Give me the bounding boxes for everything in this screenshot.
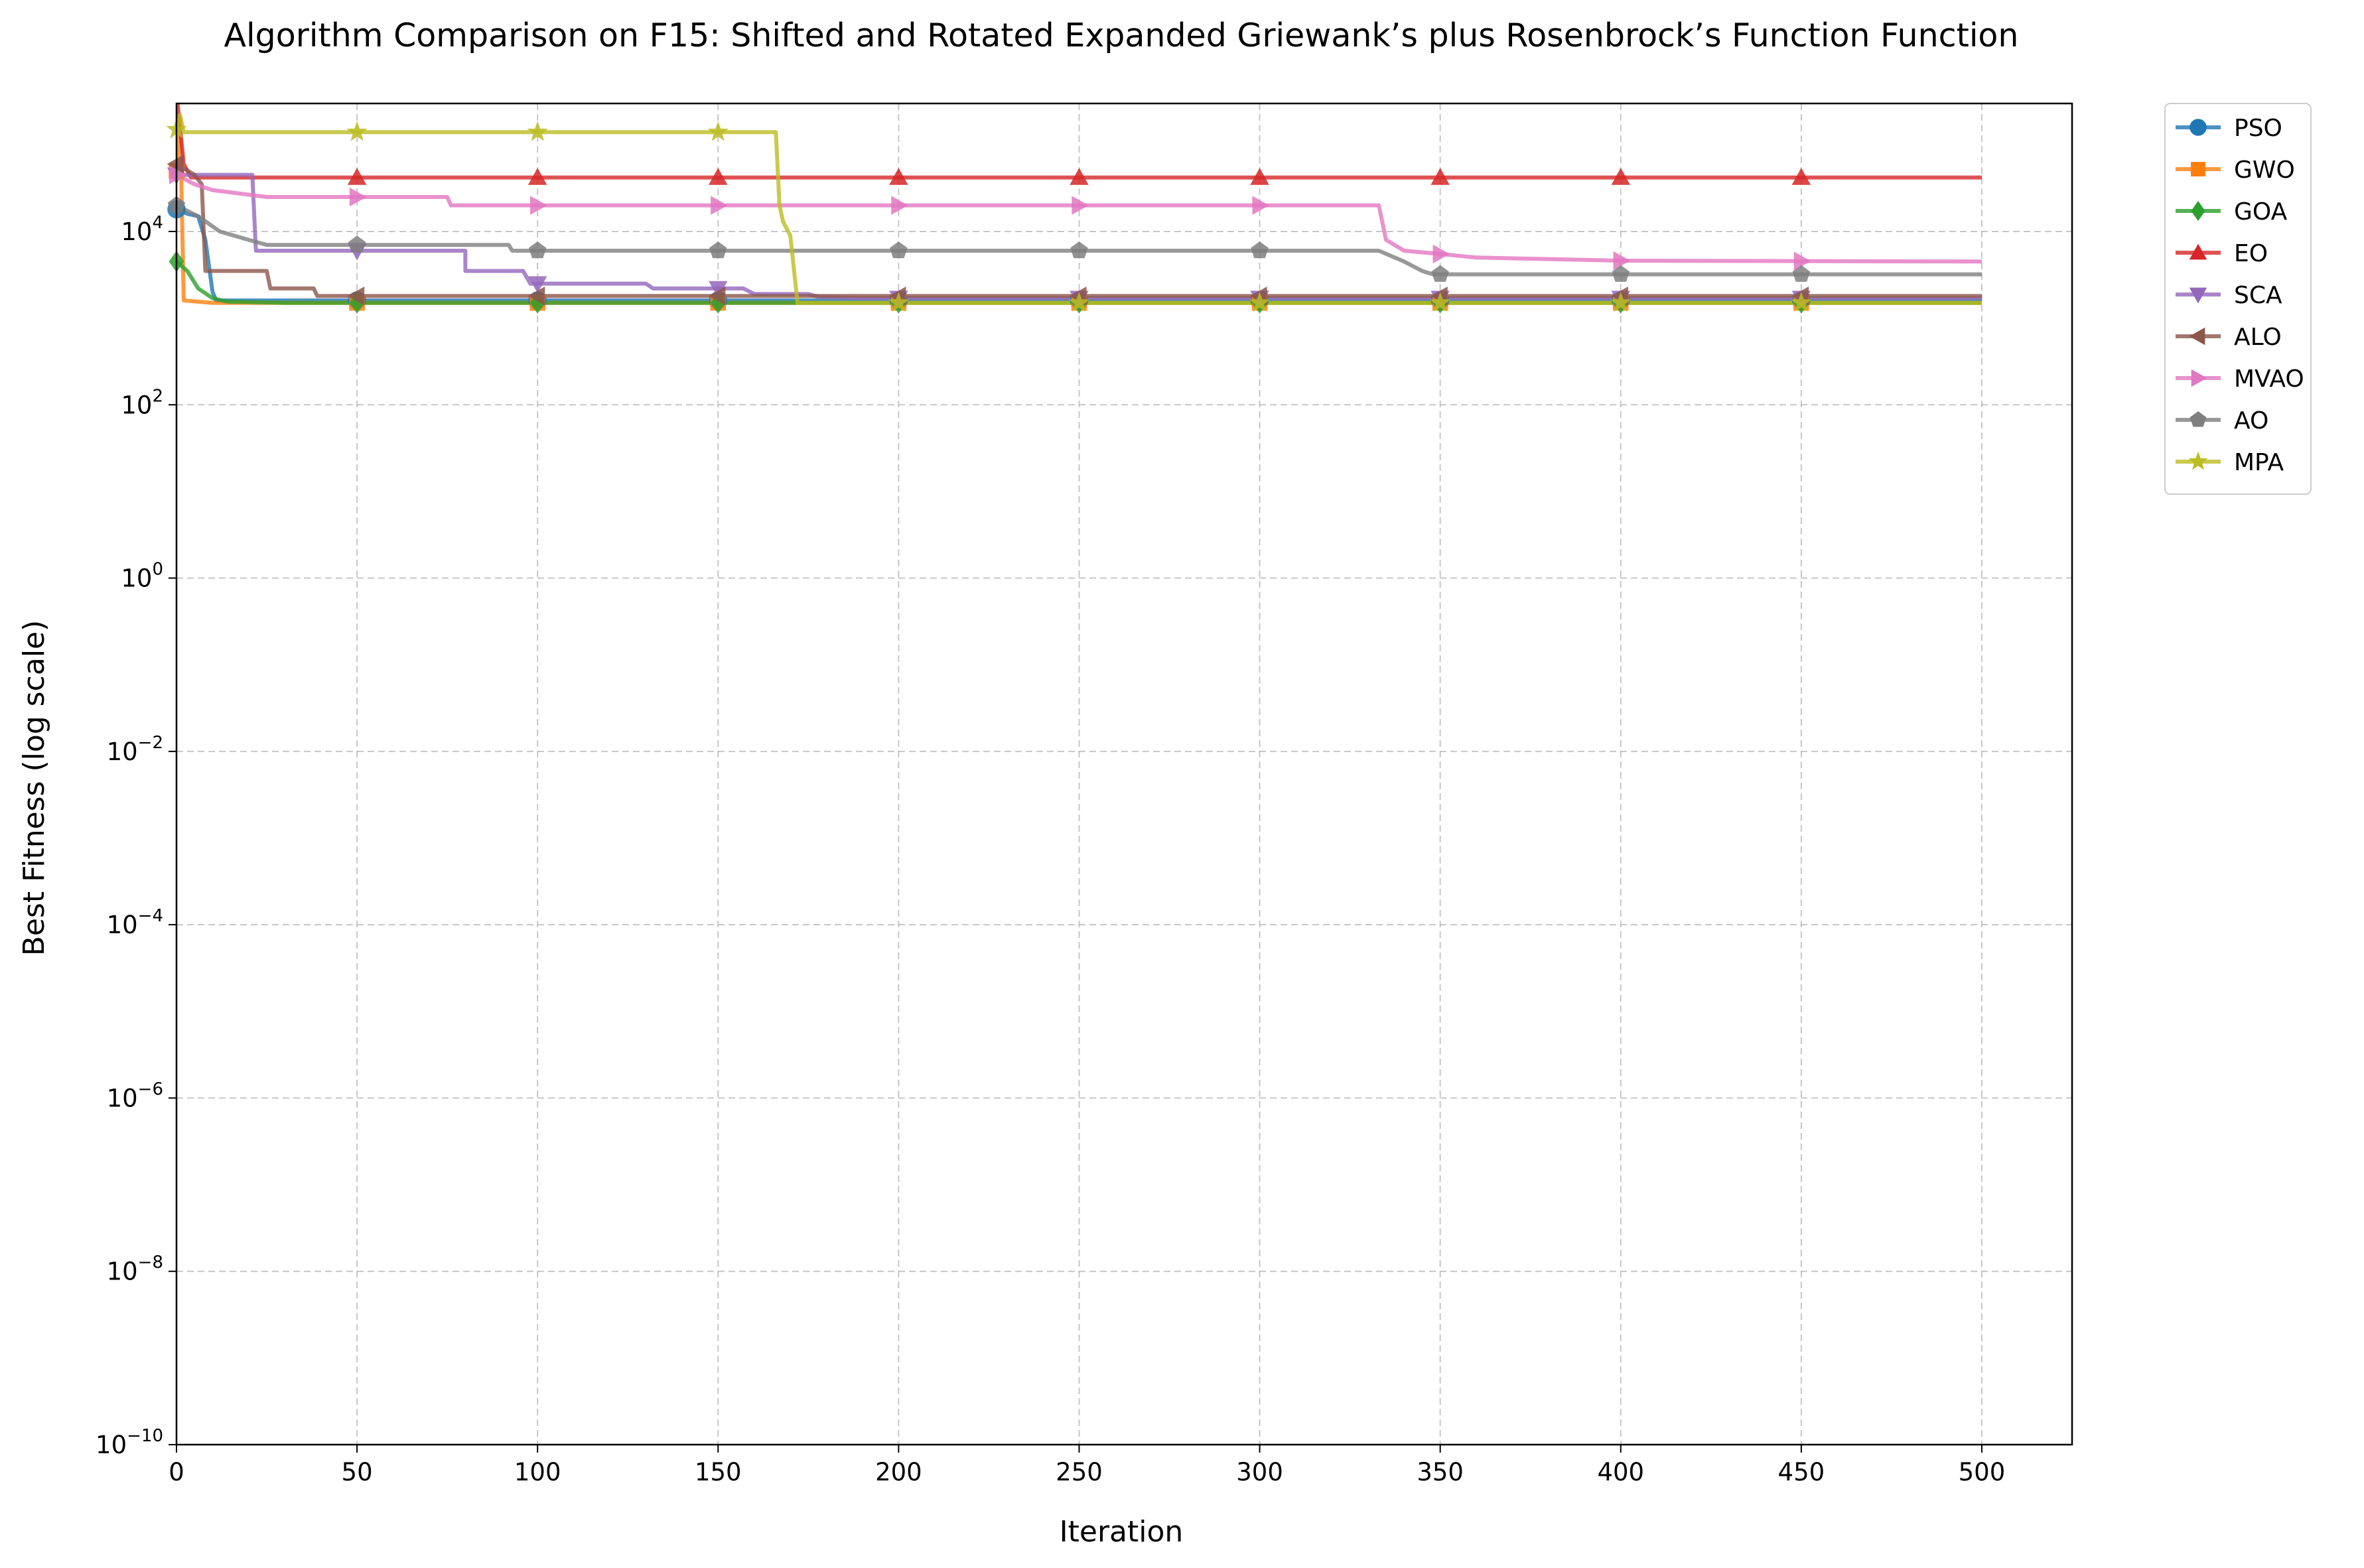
x-tick-label: 150	[695, 1458, 742, 1486]
series-layer	[176, 103, 1982, 305]
data-point-eo	[1611, 168, 1631, 185]
legend-label-mvao: MVAO	[2234, 365, 2304, 393]
data-point-mpa	[888, 292, 910, 312]
y-tick-label: 10−4	[107, 906, 163, 939]
legend-marker-sca	[2189, 287, 2207, 304]
x-tick-label: 400	[1597, 1458, 1644, 1486]
legend-marker-alo	[2189, 327, 2205, 346]
legend-marker-gwo	[2191, 162, 2205, 176]
chart-title: Algorithm Comparison on F15: Shifted and…	[224, 17, 2019, 54]
x-tick-label: 200	[875, 1458, 922, 1486]
data-point-mpa	[1068, 292, 1090, 312]
series-line-alo	[176, 162, 1982, 298]
y-tick-label: 10−10	[96, 1426, 163, 1459]
legend-label-sca: SCA	[2234, 282, 2282, 309]
y-tick-label: 100	[121, 560, 163, 593]
data-point-sca	[527, 276, 547, 294]
data-point-mpa	[1791, 292, 1812, 312]
data-point-mvao	[1613, 251, 1631, 271]
data-point-eo	[347, 168, 367, 185]
data-point-mvao	[1432, 244, 1450, 264]
x-axis-label: Iteration	[1060, 1515, 1184, 1549]
x-tick-label: 450	[1778, 1458, 1825, 1486]
x-tick-label: 250	[1056, 1458, 1103, 1486]
data-point-eo	[1791, 168, 1811, 185]
x-axis-ticks: 0 50 100 150 200 250 300 350 400 450 500	[169, 1445, 2005, 1486]
data-point-mvao	[1252, 196, 1270, 215]
data-point-ao	[890, 241, 908, 259]
data-point-mvao	[530, 196, 547, 215]
data-point-mpa	[1610, 292, 1632, 312]
legend-label-eo: EO	[2234, 240, 2268, 267]
legend-marker-goa	[2191, 200, 2205, 222]
legend-marker-ao	[2190, 411, 2207, 427]
data-point-mvao	[169, 165, 186, 184]
y-tick-label: 102	[121, 386, 163, 419]
data-point-mpa	[346, 121, 368, 141]
plot-frame	[175, 102, 2073, 1446]
y-tick-label: 104	[121, 213, 163, 246]
data-point-mvao	[1793, 251, 1811, 271]
data-point-ao	[1251, 241, 1269, 259]
series-line-mvao	[176, 172, 1982, 264]
data-point-mpa	[527, 121, 548, 141]
data-point-alo	[527, 286, 545, 306]
data-point-eo	[527, 168, 547, 185]
data-point-ao	[1431, 265, 1449, 282]
x-tick-label: 100	[514, 1458, 561, 1486]
data-point-mvao	[1072, 196, 1089, 215]
data-point-eo	[1070, 168, 1089, 185]
data-point-ao	[348, 235, 366, 253]
legend-box	[2164, 103, 2312, 495]
data-point-alo	[167, 155, 184, 174]
y-tick-label: 10−6	[107, 1079, 163, 1112]
series-line-mpa	[176, 113, 1982, 305]
legend-marker-mvao	[2191, 369, 2207, 387]
data-point-eo	[709, 168, 728, 185]
y-axis-ticks: 10−10 10−8 10−6 10−4 10−2 100 102 104	[96, 213, 176, 1459]
legend-marker-mpa	[2188, 451, 2208, 470]
data-point-alo	[347, 286, 365, 306]
x-tick-label: 350	[1417, 1458, 1464, 1486]
x-tick-label: 50	[342, 1458, 373, 1486]
x-tick-label: 500	[1959, 1458, 2006, 1486]
marker-layer	[166, 118, 1812, 314]
y-tick-label: 10−8	[107, 1253, 163, 1286]
data-point-mpa	[707, 121, 729, 141]
legend-label-mpa: MPA	[2234, 449, 2284, 476]
data-point-mpa	[1249, 292, 1271, 312]
y-axis-label: Best Fitness (log scale)	[17, 620, 51, 956]
x-tick-label: 300	[1236, 1458, 1283, 1486]
legend-label-goa: GOA	[2234, 198, 2288, 226]
legend-label-pso: PSO	[2234, 115, 2282, 142]
data-point-mvao	[711, 196, 728, 215]
data-point-ao	[1792, 265, 1811, 282]
legend-marker-pso	[2190, 119, 2207, 136]
data-point-mvao	[349, 187, 367, 207]
legend: PSO GWO GOA EO SCA ALO MVAO AO MPA	[2164, 103, 2312, 495]
data-point-mvao	[891, 196, 908, 215]
data-point-ao	[1070, 241, 1088, 259]
legend-label-ao: AO	[2234, 407, 2268, 434]
data-point-alo	[708, 286, 726, 306]
data-point-ao	[709, 241, 727, 259]
series-line-goa	[176, 260, 1982, 305]
data-point-eo	[889, 168, 908, 185]
legend-label-alo: ALO	[2234, 324, 2282, 351]
legend-marker-eo	[2189, 243, 2207, 260]
legend-label-gwo: GWO	[2234, 157, 2295, 184]
data-point-eo	[1430, 168, 1450, 185]
data-point-mpa	[1429, 292, 1451, 312]
data-point-eo	[1250, 168, 1269, 185]
data-point-ao	[528, 241, 547, 259]
y-tick-label: 10−2	[107, 733, 163, 766]
data-point-ao	[1612, 265, 1630, 282]
x-tick-label: 0	[169, 1458, 184, 1486]
series-line-ao	[176, 203, 1982, 277]
